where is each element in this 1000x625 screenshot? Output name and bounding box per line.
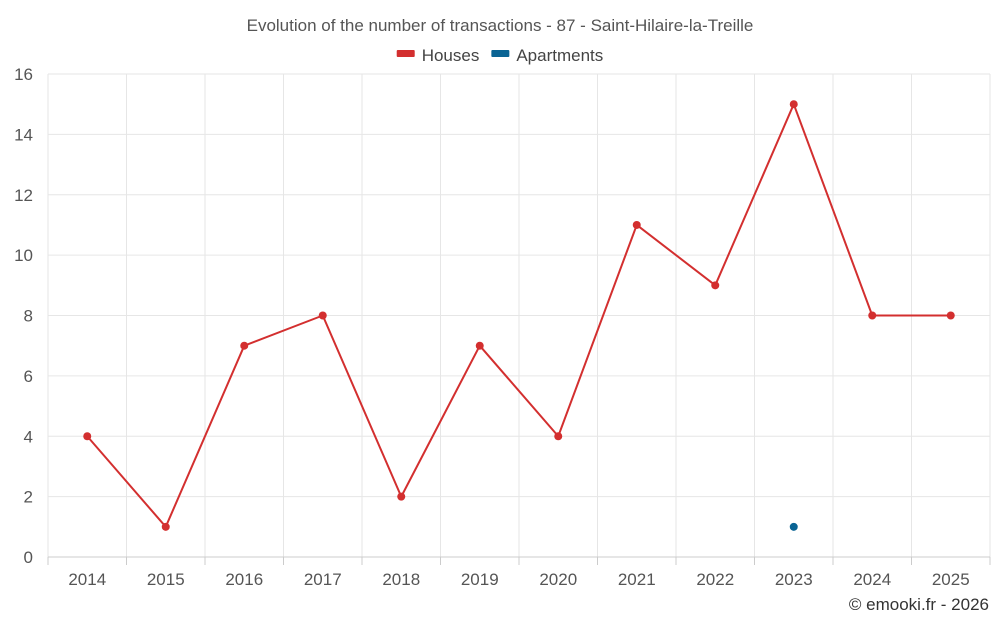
data-point[interactable] bbox=[632, 220, 641, 229]
x-tick-label: 2018 bbox=[382, 570, 420, 589]
chart-title: Evolution of the number of transactions … bbox=[247, 16, 754, 35]
y-tick-label: 4 bbox=[24, 427, 33, 446]
x-tick-label: 2023 bbox=[775, 570, 813, 589]
data-point[interactable] bbox=[711, 281, 720, 290]
grid bbox=[47, 73, 991, 565]
y-tick-label: 16 bbox=[14, 65, 33, 84]
data-point[interactable] bbox=[868, 311, 877, 320]
data-point[interactable] bbox=[475, 341, 484, 350]
legend-item-apartments[interactable]: Apartments bbox=[491, 46, 603, 65]
series-line bbox=[86, 103, 951, 528]
x-tick-label: 2019 bbox=[461, 570, 499, 589]
x-tick-label: 2025 bbox=[932, 570, 970, 589]
y-tick-label: 8 bbox=[24, 307, 33, 326]
legend: Houses Apartments bbox=[396, 46, 603, 65]
y-tick-label: 10 bbox=[14, 246, 33, 265]
legend-swatch bbox=[396, 50, 415, 57]
y-tick-label: 12 bbox=[14, 186, 33, 205]
legend-label: Apartments bbox=[516, 46, 603, 65]
y-tick-label: 6 bbox=[24, 367, 33, 386]
y-tick-label: 0 bbox=[24, 548, 33, 567]
data-point[interactable] bbox=[946, 311, 955, 320]
x-axis: 2014 2015 2016 2017 2018 2019 2020 2021 2022 2023… bbox=[68, 570, 969, 589]
x-tick-label: 2014 bbox=[68, 570, 106, 589]
x-tick-label: 2016 bbox=[225, 570, 263, 589]
credit-text: © emooki.fr - 2026 bbox=[849, 595, 989, 614]
series-houses bbox=[83, 100, 955, 531]
legend-item-houses[interactable]: Houses bbox=[396, 46, 480, 65]
data-point[interactable] bbox=[554, 432, 563, 441]
series-apartments bbox=[789, 522, 798, 531]
x-tick-label: 2021 bbox=[618, 570, 656, 589]
x-tick-label: 2024 bbox=[853, 570, 891, 589]
legend-label: Houses bbox=[422, 46, 480, 65]
y-tick-label: 14 bbox=[14, 125, 33, 144]
data-point[interactable] bbox=[789, 100, 798, 109]
data-point[interactable] bbox=[789, 522, 798, 531]
data-point[interactable] bbox=[240, 341, 249, 350]
y-axis: 0 2 4 6 8 10 12 14 16 bbox=[14, 65, 33, 567]
x-tick-label: 2022 bbox=[696, 570, 734, 589]
data-point[interactable] bbox=[318, 311, 327, 320]
x-tick-label: 2015 bbox=[147, 570, 185, 589]
legend-swatch bbox=[491, 50, 510, 57]
x-tick-label: 2017 bbox=[304, 570, 342, 589]
data-point[interactable] bbox=[397, 492, 406, 501]
data-point[interactable] bbox=[161, 522, 170, 531]
series-layer bbox=[83, 100, 955, 531]
data-point[interactable] bbox=[83, 432, 92, 441]
x-tick-label: 2020 bbox=[539, 570, 577, 589]
y-tick-label: 2 bbox=[24, 488, 33, 507]
